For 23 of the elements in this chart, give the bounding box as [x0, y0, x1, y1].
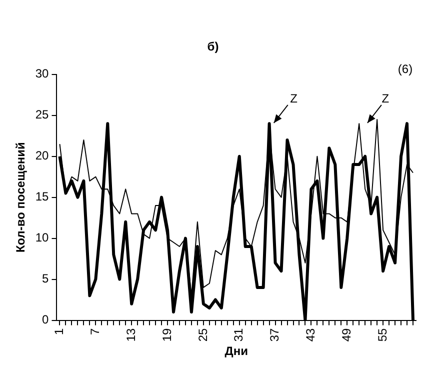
x-tick-label: 31 [232, 328, 246, 342]
x-tick-label: 43 [304, 328, 318, 342]
y-tick-label: 20 [35, 148, 50, 163]
x-tick-label: 55 [375, 328, 390, 342]
y-tick-label: 25 [35, 108, 50, 122]
x-tick-label: 25 [196, 328, 210, 342]
x-tick-label: 37 [268, 328, 282, 342]
y-tick-label: 5 [42, 272, 50, 286]
y-tick-label: 0 [42, 312, 50, 327]
x-tick-label: 19 [160, 328, 174, 342]
y-tick-label: 30 [35, 66, 50, 81]
x-tick-label: 7 [88, 328, 102, 335]
x-tick-label: 13 [124, 328, 138, 342]
annotation: Z [290, 91, 298, 106]
annotation: (6) [398, 62, 413, 76]
annotation: Z [382, 91, 390, 106]
x-tick-label: 1 [52, 328, 66, 335]
chart-title: б) [207, 40, 219, 54]
x-axis-title: Дни [224, 344, 248, 358]
y-tick-label: 15 [35, 190, 50, 204]
y-axis-title: Кол-во посещений [14, 142, 28, 253]
x-tick-label: 49 [339, 328, 354, 342]
y-tick-label: 10 [35, 230, 50, 245]
